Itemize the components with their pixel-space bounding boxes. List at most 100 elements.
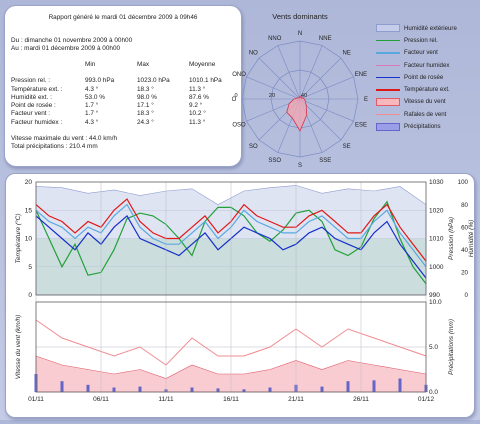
row-label: Température ext. : bbox=[11, 85, 63, 93]
rain-bar bbox=[138, 386, 142, 392]
rose-direction-label: SE bbox=[343, 144, 351, 150]
rain-bar bbox=[216, 388, 220, 392]
row-max: 18.3 ° bbox=[137, 110, 154, 118]
y-axis-title-pression: Pression (hPa) bbox=[448, 217, 455, 260]
y-right-tick-label: 1010 bbox=[429, 236, 444, 243]
rose-spoke bbox=[299, 76, 354, 100]
row-avg: 10.2 ° bbox=[189, 110, 206, 118]
rose-direction-label: E bbox=[364, 97, 368, 103]
wind-rose-labels: N NNE NE ENE E ESE SE SSE S SSO SO OSO O ONO NO NNO 0 20 4… bbox=[232, 31, 368, 169]
rose-direction-label: O bbox=[232, 97, 237, 103]
legend-item: Facteur vent bbox=[376, 47, 480, 59]
weather-chart: 0 5 10 15 20 990 1000 1010 1020 1030 0 20 40 60 80 100 0… bbox=[14, 179, 475, 403]
legend-label: Pression rel. bbox=[404, 36, 438, 44]
row-avg: 11.3 ° bbox=[189, 118, 206, 126]
x-tick-label: 01/12 bbox=[418, 396, 435, 403]
legend-swatch bbox=[376, 122, 400, 131]
row-avg: 1010.1 hPa bbox=[189, 77, 222, 85]
y-axis-title-precipitations: Précipitations (mm) bbox=[448, 319, 455, 375]
report-period: Du : dimanche 01 novembre 2009 à 00h00 A… bbox=[11, 37, 132, 53]
rose-direction-label: SO bbox=[249, 144, 258, 150]
x-tick-label: 01/11 bbox=[28, 396, 44, 403]
rose-direction-label: ENE bbox=[355, 72, 367, 78]
y-right2-tick-label: 60 bbox=[461, 224, 468, 231]
header-max: Max bbox=[137, 60, 150, 68]
header-empty bbox=[11, 60, 85, 68]
x-tick-label: 06/11 bbox=[93, 396, 109, 403]
legend-item: Pression rel. bbox=[376, 34, 480, 46]
row-label: Pression rel. : bbox=[11, 77, 51, 85]
y-tick-label: 20 bbox=[25, 179, 33, 186]
legend-label: Facteur humidex bbox=[404, 61, 450, 69]
header-avg: Moyenne bbox=[189, 60, 216, 68]
report-summary-panel: Rapport généré le mardi 01 décembre 2009… bbox=[4, 5, 242, 167]
y-axis-title-vent: Vitesse du vent (km/h) bbox=[15, 315, 22, 380]
wind-rose-data bbox=[286, 95, 308, 132]
upper-frame bbox=[35, 181, 427, 296]
x-tick-label: 11/11 bbox=[158, 396, 174, 403]
legend-label: Facteur vent bbox=[404, 49, 438, 57]
row-avg: 87.6 % bbox=[189, 93, 209, 101]
row-label: Facteur humidex : bbox=[11, 118, 63, 126]
rose-direction-label: SSE bbox=[319, 158, 331, 164]
row-min: 1.7 ° bbox=[85, 110, 99, 118]
rose-ring-label: 0 bbox=[234, 93, 237, 99]
rose-direction-label: N bbox=[298, 31, 302, 37]
chart-legend: Humidité extérieure Pression rel. Facteur … bbox=[376, 22, 480, 133]
rain-bar bbox=[346, 381, 350, 392]
period-from: Du : dimanche 01 novembre 2009 à 00h00 bbox=[11, 37, 133, 44]
rose-spoke bbox=[299, 98, 342, 141]
y-right-tick-label: 990 bbox=[429, 292, 440, 299]
rain-bar bbox=[112, 387, 116, 392]
legend-label: Vitesse du vent bbox=[404, 98, 446, 106]
row-max: 17.1 ° bbox=[137, 102, 154, 110]
y-axis-title-temperature: Température (°C) bbox=[14, 213, 22, 263]
stats-header-row: Min Max Moyenne bbox=[11, 60, 241, 68]
stats-table: Min Max Moyenne Pression rel. : 993.0 hP… bbox=[11, 60, 241, 126]
legend-item: Point de rosée bbox=[376, 71, 480, 83]
y-tick-label: 15 bbox=[25, 207, 33, 214]
rain-bar bbox=[190, 387, 194, 392]
rose-spoke bbox=[258, 57, 301, 100]
rain-bar bbox=[242, 389, 246, 392]
legend-item: Facteur humidex bbox=[376, 59, 480, 71]
row-avg: 9.2 ° bbox=[189, 102, 203, 110]
report-title: Rapport généré le mardi 01 décembre 2009… bbox=[48, 14, 198, 21]
table-row: Facteur vent : 1.7 ° 18.3 ° 10.2 ° bbox=[11, 110, 241, 118]
table-row: Point de rosée : 1.7 ° 17.1 ° 9.2 ° bbox=[11, 101, 241, 109]
row-min: 1.7 ° bbox=[85, 102, 99, 110]
row-label: Facteur vent : bbox=[11, 110, 51, 118]
chart-frame: 0 5 10 15 20 990 1000 1010 1020 1030 0 20 40 60 80 100 0… bbox=[5, 173, 475, 418]
rose-spoke bbox=[299, 98, 354, 122]
y-tick-label: 0 bbox=[28, 292, 32, 299]
rain-bar bbox=[372, 380, 376, 392]
legend-swatch bbox=[376, 36, 400, 44]
legend-label: Température ext. bbox=[404, 86, 450, 94]
legend-label: Rafales de vent bbox=[404, 110, 447, 118]
y-tick-label: 10 bbox=[25, 236, 33, 243]
rose-spoke bbox=[246, 76, 301, 100]
total-rain-text: Total précipitations : 210.4 mm bbox=[11, 143, 98, 150]
legend-swatch bbox=[376, 61, 400, 69]
row-label: Point de rosée : bbox=[11, 102, 56, 110]
rain-tick-label: 10.0 bbox=[429, 299, 442, 306]
row-max: 98.0 % bbox=[137, 93, 157, 101]
rain-bar bbox=[398, 378, 402, 392]
legend-item: Vitesse du vent bbox=[376, 96, 480, 108]
rose-direction-label: OSO bbox=[232, 122, 246, 128]
x-tick-label: 26/11 bbox=[353, 396, 369, 403]
rose-direction-label: NE bbox=[342, 51, 350, 57]
max-wind-text: Vitesse maximale du vent : 44.0 km/h bbox=[11, 135, 118, 142]
table-row: Humidité ext. : 53.0 % 98.0 % 87.6 % bbox=[11, 93, 241, 101]
row-max: 1023.0 hPa bbox=[137, 77, 170, 85]
table-row: Facteur humidex : 4.3 ° 24.3 ° 11.3 ° bbox=[11, 118, 241, 126]
legend-label: Précipitations bbox=[404, 123, 441, 131]
y-right2-tick-label: 0 bbox=[465, 292, 469, 299]
period-to: Au : mardi 01 décembre 2009 à 00h00 bbox=[11, 45, 121, 52]
y-right-tick-label: 1000 bbox=[429, 264, 444, 271]
y-tick-label: 5 bbox=[28, 264, 32, 271]
legend-swatch bbox=[376, 24, 400, 33]
y-right2-tick-label: 40 bbox=[461, 247, 468, 254]
y-right2-tick-label: 100 bbox=[458, 179, 469, 186]
rain-bar bbox=[60, 381, 64, 392]
